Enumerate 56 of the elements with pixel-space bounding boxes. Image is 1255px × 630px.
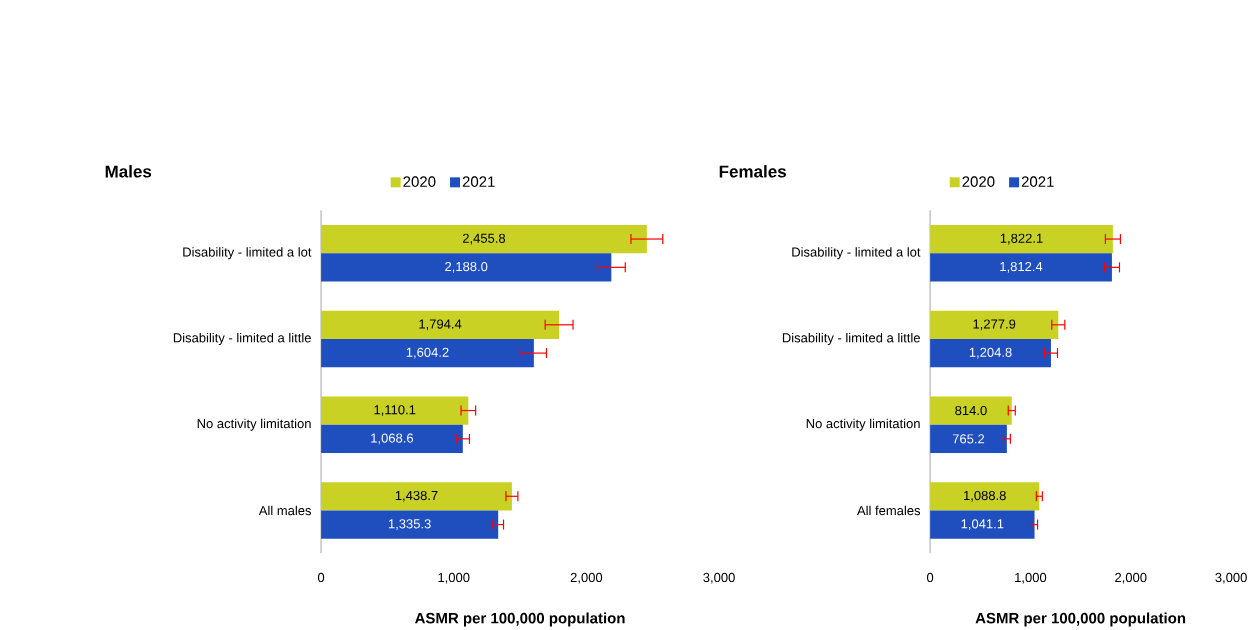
data-label: 1,204.8: [969, 347, 1012, 359]
x-tick-label: 0: [926, 572, 934, 583]
bar: [930, 310, 1059, 340]
y-tick-label: No activity limitation: [197, 418, 311, 431]
data-label: 1,794.4: [419, 319, 462, 331]
data-label: 2,188.0: [445, 262, 488, 273]
x-tick-label: 1,000: [438, 572, 470, 584]
bar: [321, 510, 499, 539]
bar: [930, 482, 1040, 511]
y-tick-label: Disability - limited a lot: [792, 247, 921, 260]
data-label: 814.0: [955, 406, 987, 416]
x-tick-label: 0: [317, 572, 325, 583]
x-tick-label: 2,000: [1115, 572, 1147, 584]
y-tick-label: All males: [258, 505, 312, 516]
bar: [321, 339, 534, 368]
bar: [321, 424, 463, 454]
bar: [321, 396, 469, 425]
data-label: 1,335.3: [388, 519, 431, 531]
bar: [930, 253, 1112, 282]
data-label: 1,041.1: [961, 519, 1004, 531]
legend-label: 2020: [962, 176, 995, 188]
bar: [321, 482, 512, 511]
data-label: 1,110.1: [374, 405, 416, 417]
text: Females: [719, 165, 786, 178]
bar: [930, 396, 1012, 425]
y-tick-label: Disability - limited a little: [782, 332, 920, 346]
text: Males: [105, 165, 152, 178]
data-label: 1,277.9: [973, 319, 1016, 331]
x-tick-label: 1,000: [1015, 572, 1047, 584]
legend-label: 2020: [403, 176, 436, 188]
x-axis-title: ASMR per 100,000 population: [975, 612, 1186, 627]
data-label: 1,088.8: [964, 491, 1006, 502]
bar: [321, 310, 560, 340]
y-tick-label: All females: [857, 505, 921, 516]
x-tick-label: 2,000: [570, 572, 603, 584]
y-tick-label: Disability - limited a little: [173, 332, 311, 346]
data-label: 1,438.7: [395, 491, 438, 502]
data-label: 1,812.4: [1000, 262, 1043, 273]
y-tick-label: Disability - limited a lot: [183, 247, 312, 260]
data-label: 1,068.6: [371, 433, 414, 445]
legend-label: 2021: [1021, 176, 1054, 188]
x-axis-title: ASMR per 100,000 population: [414, 612, 625, 627]
bar: [321, 225, 647, 254]
bar: [930, 339, 1051, 368]
data-label: 1,822.1: [1000, 233, 1043, 245]
data-label: 765.2: [952, 434, 985, 444]
x-tick-label: 3,000: [1215, 572, 1247, 584]
data-label: 1,604.2: [406, 347, 449, 359]
bar: [930, 510, 1035, 539]
y-tick-label: No activity limitation: [806, 418, 920, 431]
bar: [930, 225, 1113, 254]
x-tick-label: 3,000: [703, 572, 735, 584]
data-label: 2,455.8: [462, 233, 506, 245]
bar: [321, 253, 612, 282]
legend-label: 2021: [462, 176, 495, 188]
bar: [930, 424, 1007, 454]
